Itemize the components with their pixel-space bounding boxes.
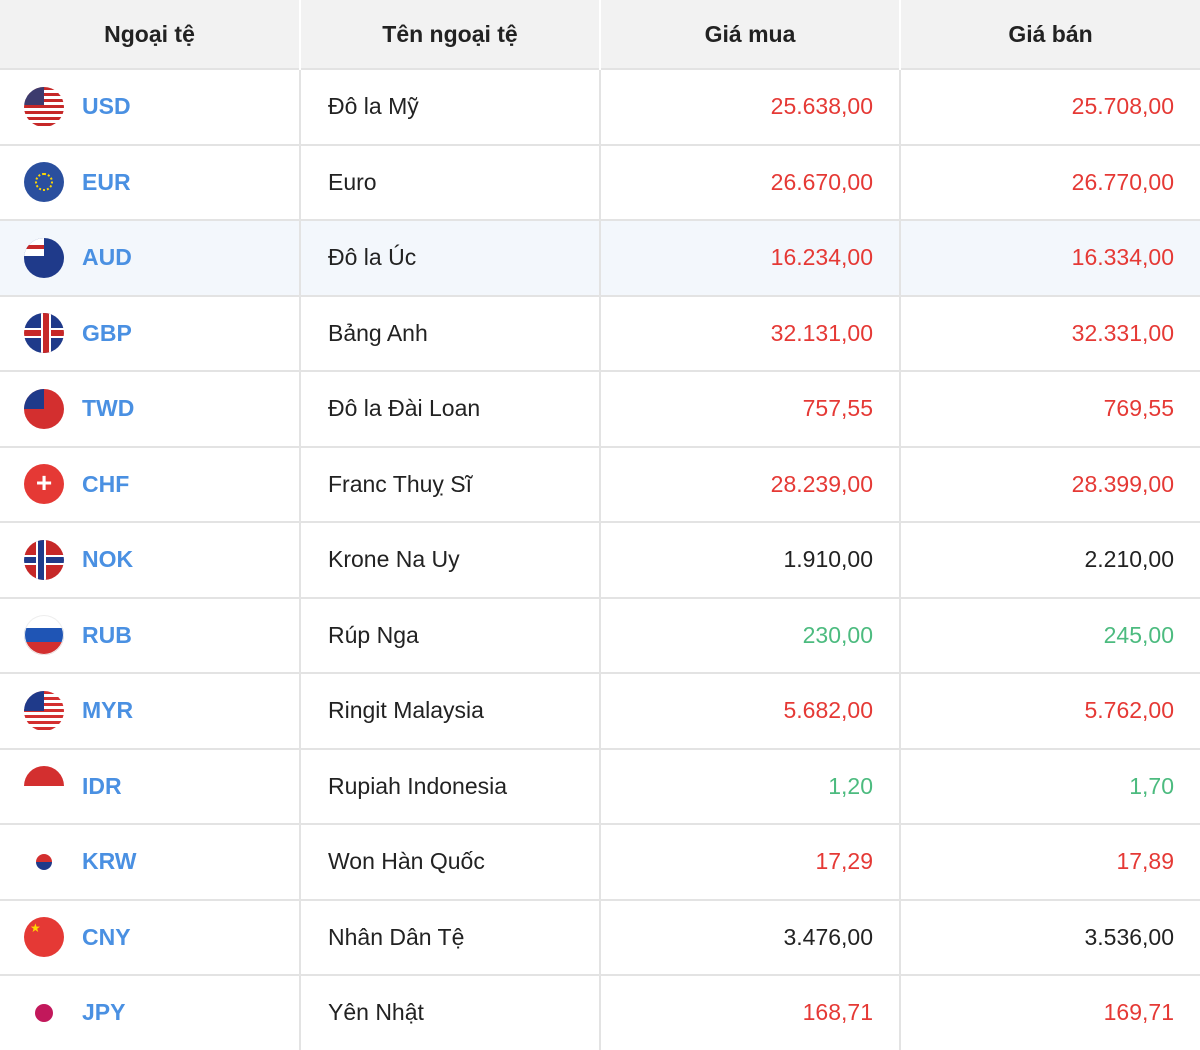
table-row: RUB Rúp Nga 230,00 245,00 (0, 596, 1200, 673)
buy-price: 5.682,00 (600, 672, 901, 749)
currency-cell: AUD (0, 219, 301, 296)
sell-price: 245,00 (900, 596, 1200, 673)
table-row: TWD Đô la Đài Loan 757,55 769,55 (0, 370, 1200, 447)
header-buy-price: Giá mua (600, 0, 901, 69)
sell-price: 1,70 (900, 747, 1200, 824)
header-currency-name: Tên ngoại tệ (300, 0, 601, 69)
currency-name: Đô la Úc (300, 219, 601, 296)
buy-price: 32.131,00 (600, 294, 901, 371)
currency-code[interactable]: AUD (82, 244, 132, 271)
buy-price: 757,55 (600, 370, 901, 447)
sell-price: 17,89 (900, 823, 1200, 900)
cn-flag-icon (24, 917, 64, 958)
ru-flag-icon (24, 615, 64, 656)
ch-flag-icon (24, 464, 64, 505)
currency-code[interactable]: IDR (82, 772, 122, 799)
currency-name: Đô la Đài Loan (300, 370, 601, 447)
table-row: JPY Yên Nhật 168,71 169,71 (0, 974, 1200, 1050)
buy-price: 1.910,00 (600, 521, 901, 598)
table-row: CNY Nhân Dân Tệ 3.476,00 3.536,00 (0, 898, 1200, 975)
currency-code[interactable]: NOK (82, 546, 134, 573)
currency-name: Bảng Anh (300, 294, 601, 371)
table-row: EUR Euro 26.670,00 26.770,00 (0, 143, 1200, 220)
currency-cell: CNY (0, 898, 301, 975)
table-row: NOK Krone Na Uy 1.910,00 2.210,00 (0, 521, 1200, 598)
currency-code[interactable]: TWD (82, 395, 135, 422)
buy-price: 26.670,00 (600, 143, 901, 220)
sell-price: 16.334,00 (900, 219, 1200, 296)
sell-price: 5.762,00 (900, 672, 1200, 749)
header-currency: Ngoại tệ (0, 0, 301, 69)
id-flag-icon (24, 766, 64, 807)
table-row: AUD Đô la Úc 16.234,00 16.334,00 (0, 219, 1200, 296)
currency-code[interactable]: USD (82, 93, 131, 120)
buy-price: 168,71 (600, 974, 901, 1050)
table-row: GBP Bảng Anh 32.131,00 32.331,00 (0, 294, 1200, 371)
us-flag-icon (24, 86, 64, 127)
currency-cell: IDR (0, 747, 301, 824)
kr-flag-icon (24, 841, 64, 882)
buy-price: 16.234,00 (600, 219, 901, 296)
currency-name: Rupiah Indonesia (300, 747, 601, 824)
currency-name: Nhân Dân Tệ (300, 898, 601, 975)
gb-flag-icon (24, 313, 64, 354)
currency-code[interactable]: CHF (82, 470, 130, 497)
currency-name: Ringit Malaysia (300, 672, 601, 749)
sell-price: 769,55 (900, 370, 1200, 447)
currency-cell: MYR (0, 672, 301, 749)
no-flag-icon (24, 539, 64, 580)
eu-flag-icon (24, 162, 64, 203)
currency-name: Krone Na Uy (300, 521, 601, 598)
table-row: MYR Ringit Malaysia 5.682,00 5.762,00 (0, 672, 1200, 749)
currency-cell: EUR (0, 143, 301, 220)
currency-code[interactable]: JPY (82, 999, 126, 1026)
sell-price: 2.210,00 (900, 521, 1200, 598)
tw-flag-icon (24, 388, 64, 429)
buy-price: 1,20 (600, 747, 901, 824)
table-row: KRW Won Hàn Quốc 17,29 17,89 (0, 823, 1200, 900)
currency-code[interactable]: KRW (82, 848, 137, 875)
currency-name: Franc Thuỵ Sĩ (300, 445, 601, 522)
sell-price: 28.399,00 (900, 445, 1200, 522)
table-row: IDR Rupiah Indonesia 1,20 1,70 (0, 747, 1200, 824)
currency-code[interactable]: GBP (82, 319, 132, 346)
currency-cell: GBP (0, 294, 301, 371)
sell-price: 32.331,00 (900, 294, 1200, 371)
buy-price: 17,29 (600, 823, 901, 900)
sell-price: 3.536,00 (900, 898, 1200, 975)
sell-price: 25.708,00 (900, 68, 1200, 145)
table-row: CHF Franc Thuỵ Sĩ 28.239,00 28.399,00 (0, 445, 1200, 522)
jp-flag-icon (24, 992, 64, 1033)
currency-cell: USD (0, 68, 301, 145)
currency-name: Rúp Nga (300, 596, 601, 673)
currency-name: Yên Nhật (300, 974, 601, 1050)
my-flag-icon (24, 690, 64, 731)
header-sell-price: Giá bán (900, 0, 1200, 69)
currency-cell: CHF (0, 445, 301, 522)
buy-price: 28.239,00 (600, 445, 901, 522)
sell-price: 169,71 (900, 974, 1200, 1050)
currency-code[interactable]: EUR (82, 168, 131, 195)
table-header: Ngoại tệ Tên ngoại tệ Giá mua Giá bán (0, 0, 1200, 69)
currency-code[interactable]: CNY (82, 923, 131, 950)
currency-name: Euro (300, 143, 601, 220)
currency-name: Đô la Mỹ (300, 68, 601, 145)
currency-cell: RUB (0, 596, 301, 673)
buy-price: 3.476,00 (600, 898, 901, 975)
table-row: USD Đô la Mỹ 25.638,00 25.708,00 (0, 68, 1200, 145)
buy-price: 25.638,00 (600, 68, 901, 145)
currency-cell: KRW (0, 823, 301, 900)
currency-name: Won Hàn Quốc (300, 823, 601, 900)
currency-code[interactable]: RUB (82, 621, 132, 648)
currency-cell: TWD (0, 370, 301, 447)
au-flag-icon (24, 237, 64, 278)
currency-cell: NOK (0, 521, 301, 598)
sell-price: 26.770,00 (900, 143, 1200, 220)
currency-cell: JPY (0, 974, 301, 1050)
buy-price: 230,00 (600, 596, 901, 673)
currency-code[interactable]: MYR (82, 697, 134, 724)
